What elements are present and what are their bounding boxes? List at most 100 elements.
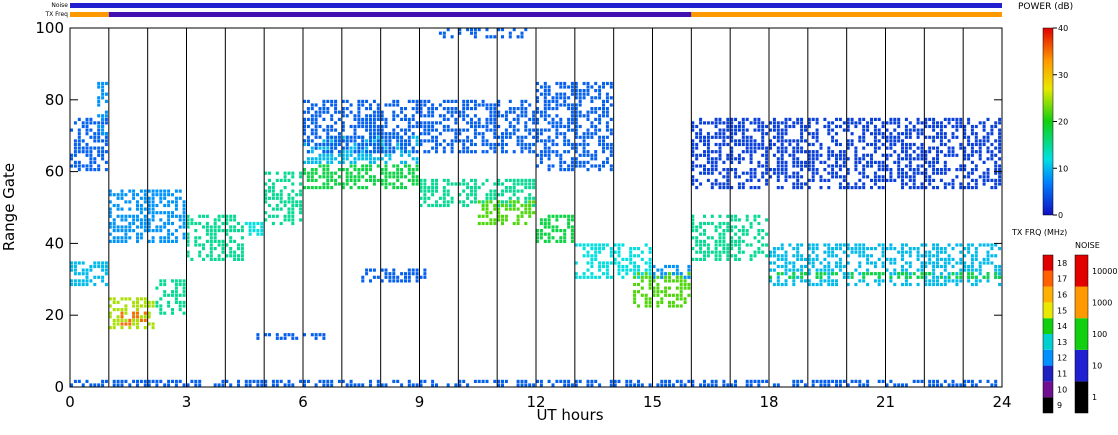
cell (306, 110, 310, 114)
cell (473, 186, 477, 190)
cell (435, 146, 438, 150)
cell (629, 383, 633, 387)
cell (862, 275, 866, 279)
cell (132, 315, 136, 319)
cell (73, 153, 77, 157)
cell (345, 142, 349, 147)
cell (353, 142, 357, 147)
cell (866, 160, 870, 164)
cell (524, 207, 528, 211)
cell (225, 221, 229, 226)
cell (986, 279, 990, 283)
cell (93, 157, 97, 161)
cell (376, 132, 380, 136)
cell (772, 121, 776, 125)
cell (182, 300, 186, 304)
cell (143, 229, 147, 233)
cell (462, 107, 466, 111)
cell (570, 232, 574, 236)
cell (419, 275, 423, 279)
cell (396, 99, 400, 103)
cell (563, 150, 567, 154)
cell (303, 139, 306, 143)
cell (967, 182, 971, 186)
cell (757, 128, 761, 132)
cell (306, 150, 310, 154)
cell (617, 250, 621, 254)
cell (411, 272, 415, 276)
cell (485, 142, 489, 147)
cell (749, 186, 753, 190)
cell (932, 160, 936, 164)
cell (722, 168, 726, 172)
cell (508, 110, 512, 114)
cell (904, 142, 908, 147)
cell (485, 107, 489, 111)
cell (520, 150, 524, 154)
cell (112, 322, 116, 326)
cell (605, 157, 609, 161)
cell (986, 379, 990, 383)
cell (120, 239, 124, 243)
cell (299, 218, 303, 222)
cell (365, 171, 369, 175)
cell (803, 383, 807, 387)
cell (174, 279, 178, 283)
cell (718, 135, 722, 139)
cell (885, 168, 889, 172)
cell (652, 272, 656, 276)
colorbar-swatch (1075, 286, 1088, 319)
cell (574, 124, 578, 129)
cell (695, 164, 699, 168)
cell (264, 193, 268, 197)
cell (310, 175, 314, 179)
cell (361, 124, 365, 129)
cell (240, 243, 244, 247)
cell (147, 189, 151, 193)
cell (835, 142, 838, 147)
cell (104, 272, 108, 276)
cell (893, 268, 897, 272)
cell (827, 261, 831, 265)
cell (932, 139, 936, 143)
cell (695, 153, 699, 157)
cell (341, 124, 345, 129)
cell (986, 257, 990, 261)
cell (415, 160, 419, 164)
cell (796, 157, 800, 161)
cell (314, 103, 318, 107)
cell (104, 168, 108, 172)
cell (706, 250, 710, 254)
cell (904, 146, 908, 150)
cell (924, 178, 928, 182)
cell (190, 257, 194, 261)
cell (959, 117, 963, 121)
cell (784, 282, 788, 287)
cell (928, 164, 932, 168)
cell (710, 214, 714, 218)
cell (252, 229, 256, 233)
cell (877, 164, 881, 168)
cell (454, 121, 458, 125)
cell (574, 261, 578, 265)
cell (559, 160, 563, 164)
cell (372, 175, 376, 179)
cell (322, 128, 326, 132)
cell (547, 103, 551, 107)
cell (741, 182, 745, 186)
cell (866, 272, 870, 276)
cell (97, 146, 101, 150)
cell (504, 150, 508, 154)
cell (780, 150, 784, 154)
cell (536, 135, 539, 139)
cell (718, 214, 722, 218)
cell (376, 164, 380, 168)
cell (423, 128, 427, 132)
cell (77, 142, 81, 147)
cell (932, 268, 936, 272)
cell (361, 279, 365, 283)
cell (147, 211, 151, 215)
cell (120, 236, 124, 240)
cell (446, 128, 450, 132)
cell (722, 232, 726, 236)
